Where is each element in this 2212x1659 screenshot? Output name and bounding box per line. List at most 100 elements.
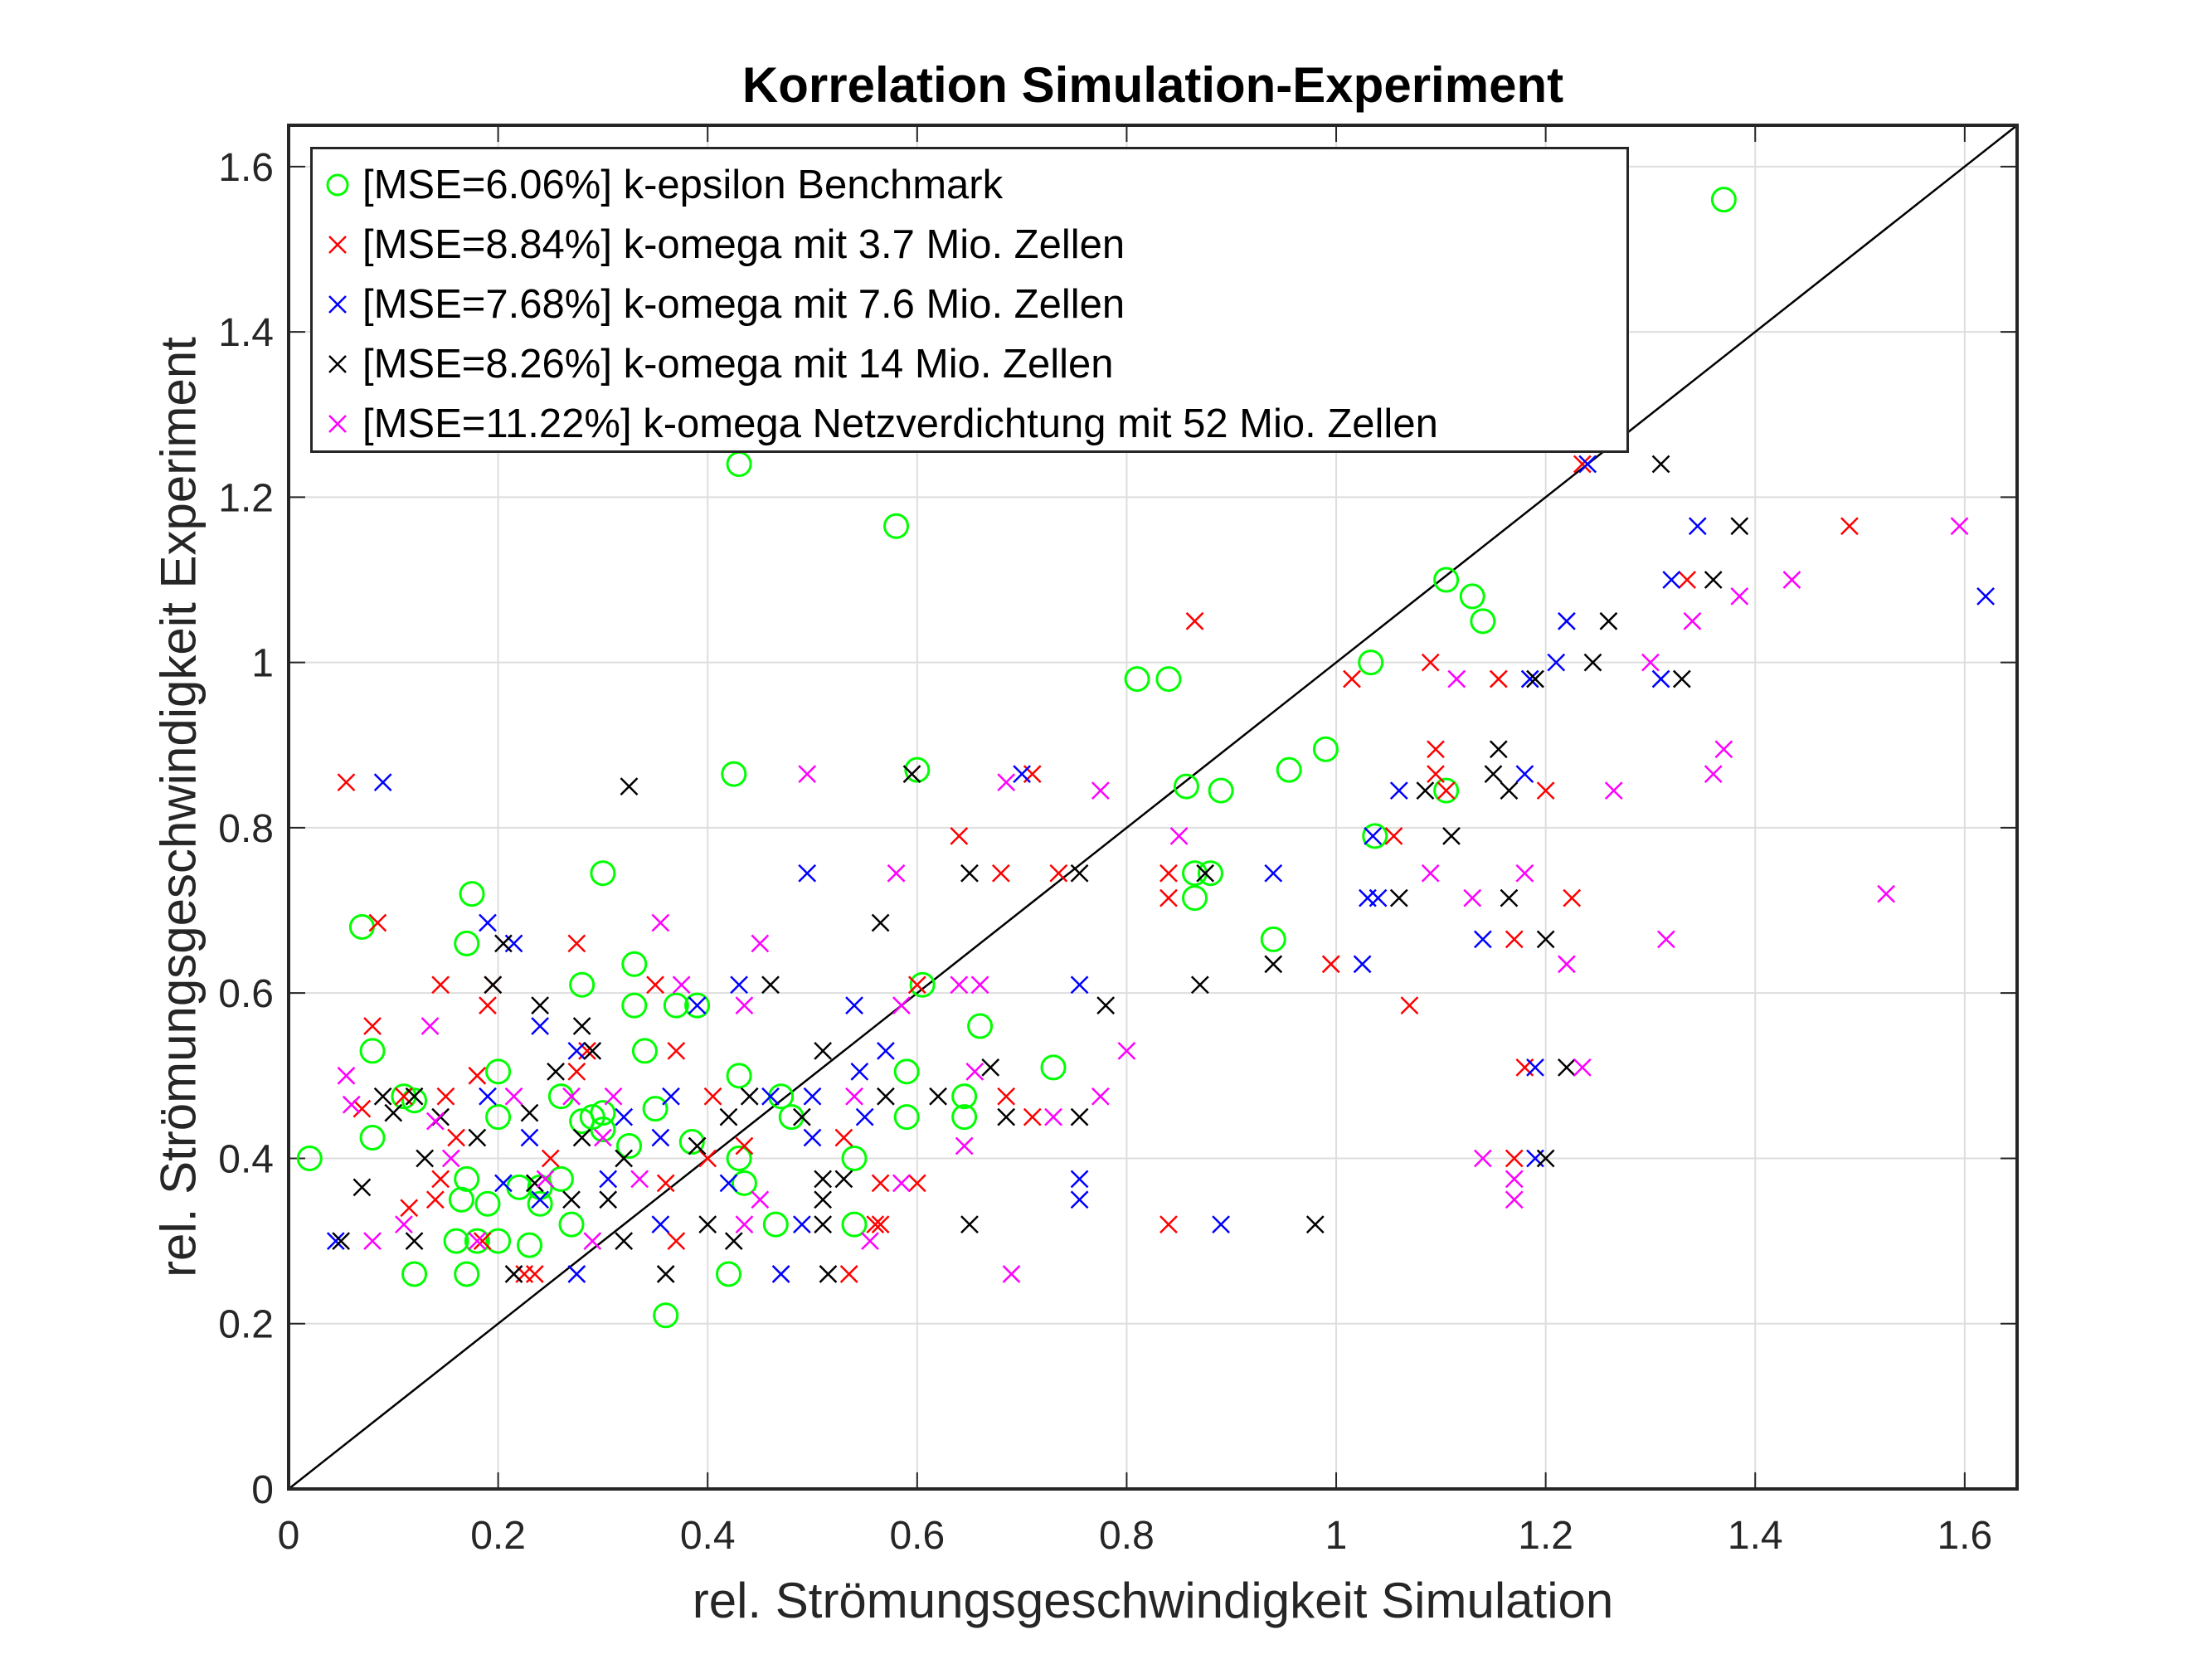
data-point-series-0 xyxy=(621,992,648,1019)
data-point-series-4 xyxy=(798,765,817,784)
data-point-series-1 xyxy=(907,975,926,995)
data-point-series-4 xyxy=(536,1170,555,1189)
data-point-series-2 xyxy=(615,1107,634,1126)
data-point-series-0 xyxy=(1276,757,1302,783)
data-point-series-2 xyxy=(326,1232,345,1250)
data-point-series-2 xyxy=(479,1087,497,1106)
data-point-series-3 xyxy=(620,777,639,795)
data-point-series-3 xyxy=(902,765,921,784)
data-point-series-3 xyxy=(416,1149,435,1168)
data-point-series-2 xyxy=(651,1215,670,1234)
data-point-series-3 xyxy=(1484,765,1503,784)
data-point-series-1 xyxy=(1489,669,1508,688)
data-point-series-3 xyxy=(819,1265,838,1283)
data-point-series-4 xyxy=(342,1095,361,1114)
data-point-series-4 xyxy=(861,1232,879,1250)
data-point-series-0 xyxy=(893,1058,920,1085)
data-point-series-2 xyxy=(531,1017,550,1035)
data-point-series-0 xyxy=(615,1133,642,1160)
data-point-series-0 xyxy=(893,1104,920,1131)
data-point-series-0 xyxy=(721,761,747,787)
data-point-series-0 xyxy=(841,1145,868,1171)
data-point-series-0 xyxy=(951,1083,978,1110)
data-point-series-4 xyxy=(1447,669,1466,688)
data-point-series-3 xyxy=(583,1042,602,1060)
data-point-series-0 xyxy=(1312,736,1339,762)
data-point-series-3 xyxy=(834,1170,853,1189)
data-point-series-1 xyxy=(1536,781,1555,800)
data-point-series-1 xyxy=(352,1099,372,1118)
data-point-series-3 xyxy=(929,1087,947,1106)
data-point-series-4 xyxy=(672,975,691,995)
data-point-series-1 xyxy=(1384,826,1403,845)
data-point-series-2 xyxy=(730,975,748,995)
data-point-series-4 xyxy=(970,975,989,995)
data-point-series-1 xyxy=(667,1232,686,1250)
data-point-series-4 xyxy=(1117,1042,1136,1060)
x-axis-label: rel. Strömungsgeschwindigkeit Simulation xyxy=(692,1573,1614,1628)
data-point-series-0 xyxy=(621,951,648,977)
data-point-series-4 xyxy=(892,996,911,1015)
circle-marker-icon xyxy=(313,168,362,202)
data-point-series-4 xyxy=(1463,888,1482,907)
data-point-series-0 xyxy=(474,1190,501,1217)
data-point-series-2 xyxy=(1070,975,1089,995)
data-point-series-3 xyxy=(960,864,979,883)
data-point-series-4 xyxy=(751,934,770,953)
data-point-series-2 xyxy=(1369,888,1388,907)
data-point-series-2 xyxy=(494,1174,513,1193)
data-point-series-3 xyxy=(960,1215,979,1234)
data-point-series-0 xyxy=(631,1038,658,1064)
data-point-series-4 xyxy=(363,1232,382,1250)
data-point-series-4 xyxy=(965,1062,984,1081)
data-point-series-3 xyxy=(525,1174,544,1193)
data-point-series-2 xyxy=(719,1174,738,1193)
data-point-series-4 xyxy=(1002,1265,1021,1283)
data-point-series-4 xyxy=(1950,517,1969,536)
data-point-series-4 xyxy=(1683,611,1702,630)
data-point-series-0 xyxy=(1260,926,1286,952)
data-point-series-1 xyxy=(656,1174,675,1193)
data-point-series-4 xyxy=(1421,864,1440,883)
data-point-series-3 xyxy=(572,1128,591,1147)
data-point-series-4 xyxy=(892,1174,911,1193)
axes-box xyxy=(287,124,2019,1491)
data-point-series-4 xyxy=(751,1190,770,1209)
y-tick-label: 0.8 xyxy=(218,807,274,851)
data-point-series-2 xyxy=(1364,826,1383,845)
data-point-series-3 xyxy=(761,975,780,995)
data-point-series-3 xyxy=(1558,1058,1576,1077)
data-point-series-0 xyxy=(1197,860,1223,887)
data-point-series-1 xyxy=(447,1128,465,1147)
data-point-series-2 xyxy=(845,996,863,1015)
data-point-series-0 xyxy=(558,1211,585,1238)
data-point-series-4 xyxy=(1877,884,1896,903)
data-point-series-4 xyxy=(1604,781,1623,800)
data-point-series-0 xyxy=(904,757,931,783)
data-point-series-0 xyxy=(1182,885,1208,912)
data-point-series-4 xyxy=(1505,1190,1524,1209)
data-point-series-0 xyxy=(590,1117,616,1143)
data-point-series-1 xyxy=(567,934,586,953)
data-point-series-3 xyxy=(793,1107,811,1126)
legend: [MSE=6.06%] k-epsilon Benchmark [MSE=8.84… xyxy=(310,147,1629,453)
data-point-series-4 xyxy=(955,1136,974,1155)
data-point-series-0 xyxy=(296,1145,323,1171)
data-point-series-3 xyxy=(547,1062,565,1081)
data-point-series-0 xyxy=(726,1063,752,1089)
data-point-series-2 xyxy=(1013,765,1032,784)
data-point-series-4 xyxy=(630,1170,649,1189)
data-point-series-1 xyxy=(473,1232,492,1250)
data-point-series-4 xyxy=(1573,1058,1592,1077)
data-point-series-4 xyxy=(950,975,969,995)
data-point-series-3 xyxy=(468,1128,487,1147)
data-point-series-3 xyxy=(1536,930,1555,949)
data-point-series-4 xyxy=(1704,765,1723,784)
data-point-series-3 xyxy=(814,1215,833,1234)
data-point-series-2 xyxy=(877,1042,895,1060)
data-point-series-3 xyxy=(1264,955,1283,974)
data-point-series-1 xyxy=(1023,1107,1042,1126)
data-point-series-3 xyxy=(405,1232,424,1250)
data-point-series-3 xyxy=(1096,996,1116,1015)
legend-label: [MSE=6.06%] k-epsilon Benchmark xyxy=(362,163,1004,207)
